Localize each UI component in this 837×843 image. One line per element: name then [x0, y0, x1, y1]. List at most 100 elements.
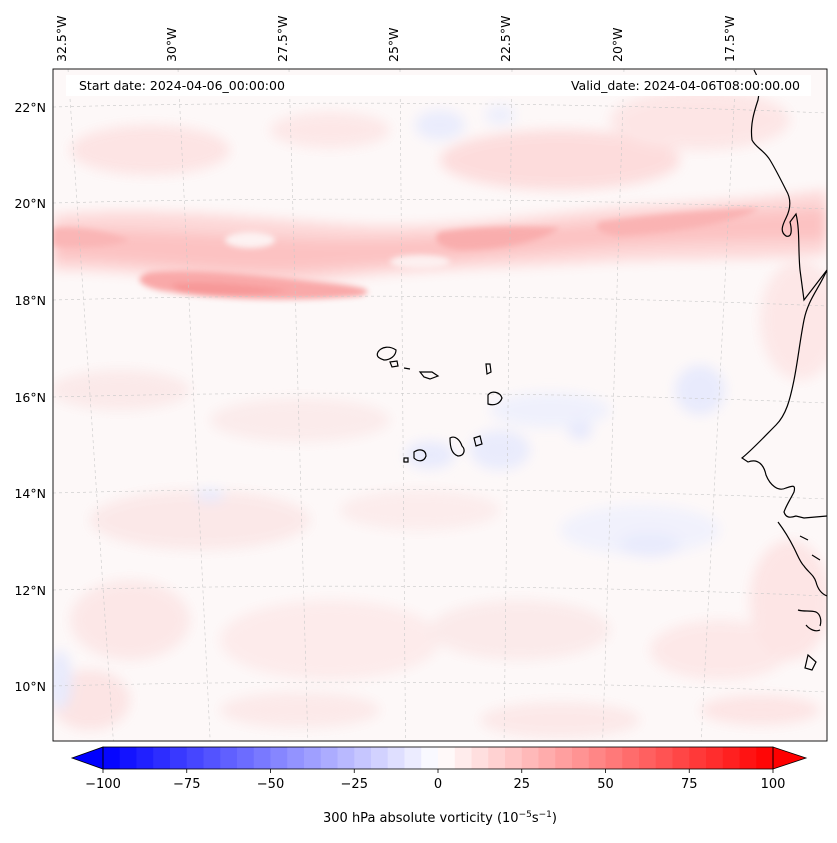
island-santiago	[449, 436, 465, 457]
lon-gridline-4	[503, 69, 513, 741]
lat-label-3: 16°N	[14, 390, 46, 405]
colorbar	[70, 746, 808, 770]
lon-gridline-2	[288, 69, 309, 741]
island-brava	[403, 457, 409, 463]
island-sal	[485, 363, 492, 375]
colorbar-segment-3	[153, 747, 171, 769]
colorbar-segment-10	[270, 747, 288, 769]
lon-label-1: 30°W	[164, 27, 179, 62]
lat-gridline-3	[53, 392, 827, 404]
colorbar-ticks: −100 −75 −50 −25 0 25 50 75 100	[85, 769, 785, 792]
colorbar-segment-16	[371, 747, 389, 769]
lat-gridline-5	[53, 585, 827, 597]
colorbar-segment-39	[756, 747, 774, 769]
colorbar-segment-28	[572, 747, 590, 769]
colorbar-segment-24	[505, 747, 523, 769]
lon-label-3: 25°W	[386, 27, 401, 62]
lon-gridline-6	[700, 69, 737, 741]
colorbar-segment-25	[521, 747, 540, 769]
colorbar-segment-31	[622, 747, 640, 769]
colorbar-segment-38	[739, 747, 757, 769]
colorbar-segment-33	[655, 747, 674, 769]
lon-gridline-0	[67, 69, 114, 741]
colorbar-segment-7	[220, 747, 238, 769]
colorbar-segment-8	[237, 747, 255, 769]
lat-gridline-1	[53, 198, 827, 210]
colorbar-segment-15	[354, 747, 372, 769]
island-boa-vista	[487, 391, 503, 406]
colorbar-extend-min	[70, 746, 104, 770]
colorbar-segment-5	[186, 747, 205, 769]
lon-label-2: 27.5°W	[275, 16, 290, 62]
colorbar-segment-34	[672, 747, 690, 769]
lat-label-4: 14°N	[14, 486, 46, 501]
colorbar-tick-label-7: 75	[681, 777, 698, 792]
info-band	[66, 75, 811, 96]
colorbar-tick-label-6: 50	[597, 777, 614, 792]
latitude-labels: 22°N 20°N 18°N 16°N 14°N 12°N 10°N	[14, 100, 46, 694]
start-date-label: Start date: 2024-04-06_00:00:00	[79, 78, 285, 93]
cape-verde-islands	[376, 346, 503, 463]
colorbar-segment-4	[170, 747, 188, 769]
colorbar-segment-12	[304, 747, 322, 769]
colorbar-segment-29	[588, 747, 607, 769]
colorbar-segment-17	[387, 747, 406, 769]
colorbar-tick-label-8: 100	[761, 777, 786, 792]
lat-gridline-4	[53, 488, 827, 500]
colorbar-tick-label-3: −25	[341, 777, 368, 792]
colorbar-extend-max	[772, 746, 808, 770]
colorbar-segment-30	[605, 747, 623, 769]
island-sao-nicolau	[418, 371, 440, 380]
island-maio	[473, 435, 483, 447]
vorticity-core	[53, 208, 760, 300]
colorbar-segment-32	[639, 747, 657, 769]
lat-label-5: 12°N	[14, 583, 46, 598]
lat-label-0: 22°N	[14, 100, 46, 115]
vorticity-field	[53, 69, 827, 741]
colorbar-tick-label-0: −100	[85, 777, 121, 792]
colorbar-segment-2	[136, 747, 154, 769]
longitude-labels: 32.5°W 30°W 27.5°W 25°W 22.5°W 20°W 17.5°W	[54, 16, 737, 62]
lon-label-6: 17.5°W	[722, 16, 737, 62]
colorbar-tick-label-1: −75	[173, 777, 200, 792]
lon-label-4: 22.5°W	[498, 16, 513, 62]
island-santa-luzia	[403, 367, 411, 370]
lon-label-0: 32.5°W	[54, 16, 69, 62]
lat-label-6: 10°N	[14, 679, 46, 694]
colorbar-segment-11	[287, 747, 305, 769]
colorbar-segment-22	[471, 747, 489, 769]
lat-label-2: 18°N	[14, 293, 46, 308]
colorbar-segment-9	[253, 747, 272, 769]
field-texture	[53, 90, 827, 738]
colorbar-title: 300 hPa absolute vorticity (10−5s−1)	[323, 810, 557, 826]
colorbar-segment-0	[103, 747, 121, 769]
colorbar-segment-6	[203, 747, 221, 769]
colorbar-segment-37	[722, 747, 741, 769]
lat-gridline-0	[53, 102, 827, 114]
colorbar-segment-27	[555, 747, 573, 769]
map-frame	[52, 68, 828, 742]
lon-label-5: 20°W	[610, 27, 625, 62]
colorbar-segment-23	[488, 747, 506, 769]
colorbar-segment-35	[689, 747, 707, 769]
colorbar-segment-36	[706, 747, 724, 769]
lat-gridline-6	[53, 681, 827, 693]
island-fogo	[413, 449, 427, 462]
colorbar-segment-18	[404, 747, 422, 769]
colorbar-segment-21	[454, 747, 473, 769]
gridlines	[53, 69, 827, 741]
coastline-senegal-north	[750, 69, 827, 302]
coastline-africa	[740, 269, 827, 519]
lon-gridline-3	[399, 69, 406, 741]
lon-gridline-1	[177, 69, 211, 741]
colorbar-segment-1	[119, 747, 138, 769]
island-sao-vicente	[389, 360, 399, 368]
colorbar-segment-19	[421, 747, 439, 769]
coastline-guinea	[777, 521, 827, 671]
colorbar-tick-label-5: 25	[513, 777, 530, 792]
colorbar-tick-label-4: 0	[434, 777, 442, 792]
valid-date-label: Valid_date: 2024-04-06T08:00:00.00	[571, 78, 800, 93]
colorbar-segment-26	[538, 747, 556, 769]
